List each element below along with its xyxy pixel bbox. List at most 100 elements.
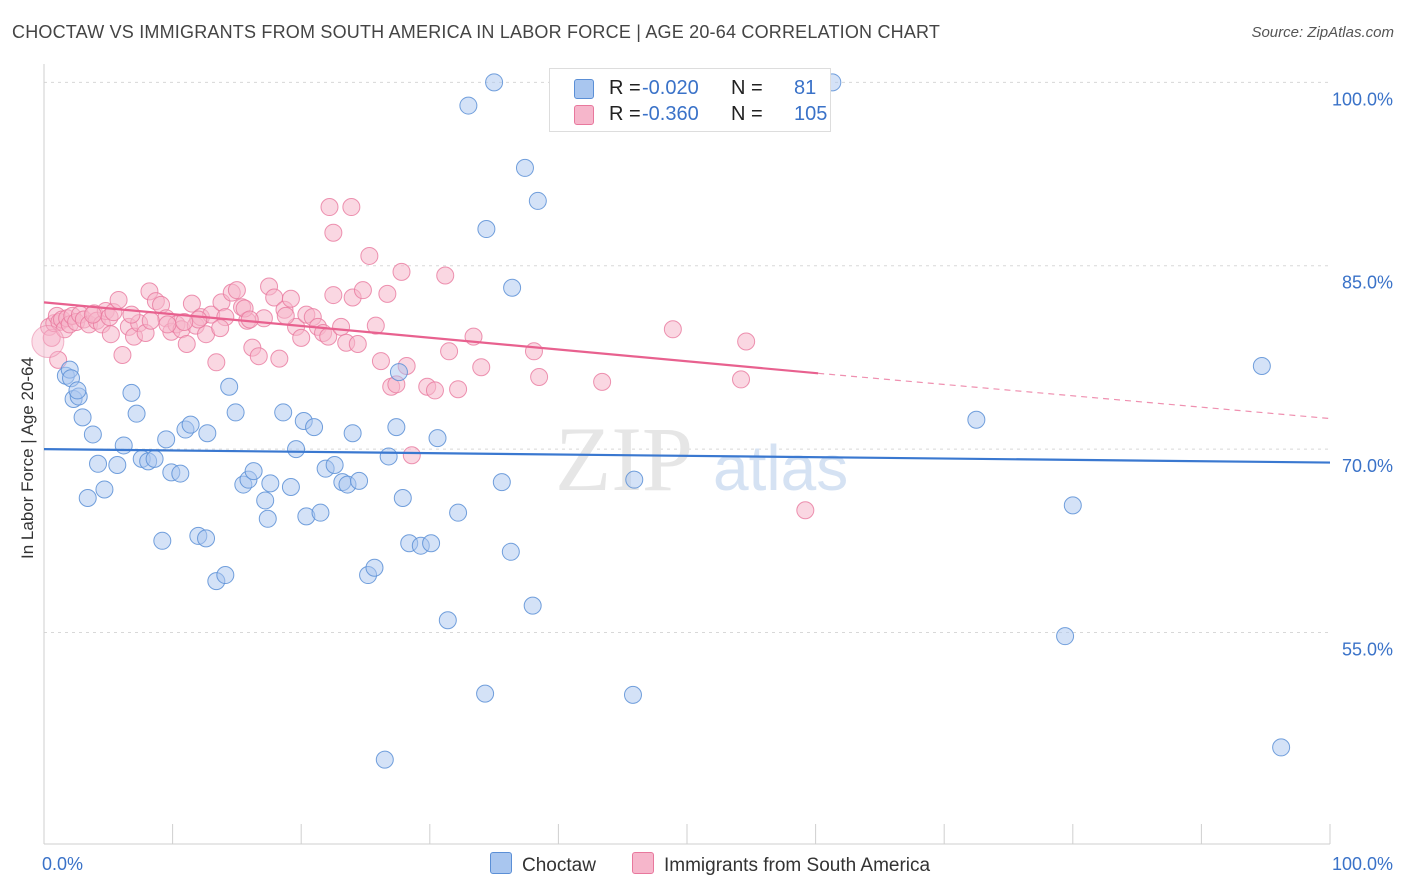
choctaw-point — [258, 509, 277, 528]
legend-r-value: -0.020 — [642, 77, 699, 99]
choctaw-point — [157, 430, 176, 449]
legend-r-label: R = — [609, 103, 641, 125]
choctaw-point — [153, 531, 172, 550]
choctaw-point — [122, 383, 141, 402]
choctaw-point — [523, 596, 542, 615]
bottom-legend-label-choctaw: Choctaw — [522, 855, 596, 876]
y-tick-label: 85.0% — [1342, 273, 1393, 293]
choctaw-point — [476, 684, 495, 703]
choctaw-point — [181, 415, 200, 434]
immigrants-point — [324, 223, 343, 242]
choctaw-point — [83, 425, 102, 444]
choctaw-point — [375, 750, 394, 769]
choctaw-point — [449, 503, 468, 522]
y-tick-label: 70.0% — [1342, 456, 1393, 476]
choctaw-point — [198, 424, 217, 443]
choctaw-point — [171, 464, 190, 483]
legend-r-value: -0.360 — [642, 103, 699, 125]
choctaw-point — [127, 404, 146, 423]
choctaw-point — [145, 449, 164, 468]
legend-n-label: N = — [731, 77, 763, 99]
immigrants-point — [49, 350, 68, 369]
immigrants-point — [524, 342, 543, 361]
immigrants-point — [113, 345, 132, 364]
immigrants-trend-line — [818, 372, 1331, 420]
immigrants-point — [342, 198, 361, 217]
immigrants-point — [207, 353, 226, 372]
x-tick-label: 100.0% — [1332, 854, 1393, 874]
stats-legend: R = -0.020 N = 81 R = -0.360 N = 105 — [549, 68, 831, 132]
immigrants-point — [796, 501, 815, 520]
legend-n-value: 81 — [794, 77, 817, 99]
legend-n-value: 105 — [794, 103, 828, 125]
choctaw-point — [281, 478, 300, 497]
immigrants-point — [182, 294, 201, 313]
immigrants-point — [440, 342, 459, 361]
choctaw-point — [528, 191, 547, 210]
immigrants-trend-line — [43, 301, 819, 375]
x-tick-label: 0.0% — [42, 854, 83, 874]
choctaw-point — [287, 440, 306, 459]
choctaw-point — [244, 462, 263, 481]
trend-lines — [43, 301, 1331, 464]
immigrants-point — [449, 380, 468, 399]
immigrants-point — [109, 290, 128, 309]
immigrants-point — [175, 312, 194, 331]
choctaw-point — [1063, 496, 1082, 515]
immigrants-points — [31, 198, 815, 520]
choctaw-point — [428, 429, 447, 448]
choctaw-point — [108, 456, 127, 475]
immigrants-point — [472, 358, 491, 377]
choctaw-point — [73, 408, 92, 427]
choctaw-point — [305, 418, 324, 437]
immigrants-point — [366, 316, 385, 335]
watermark-atlas: atlas — [713, 432, 848, 504]
choctaw-point — [492, 473, 511, 492]
bottom-legend-immigrants: Immigrants from South America — [632, 852, 930, 876]
choctaw-point — [389, 363, 408, 382]
immigrants-point — [402, 446, 421, 465]
immigrants-point — [737, 332, 756, 351]
immigrants-point — [360, 246, 379, 265]
gridlines — [44, 81, 1330, 633]
choctaw-point — [477, 220, 496, 239]
choctaw-point — [379, 447, 398, 466]
choctaw-point — [261, 474, 280, 493]
immigrants-point — [392, 262, 411, 281]
legend-n-label: N = — [731, 103, 763, 125]
choctaw-point — [1272, 738, 1291, 757]
choctaw-point — [393, 489, 412, 508]
legend-swatch-immigrants — [574, 105, 594, 125]
immigrants-point — [378, 284, 397, 303]
immigrants-point — [101, 325, 120, 344]
legend-swatch-choctaw — [574, 79, 594, 99]
choctaw-point — [422, 534, 441, 553]
immigrants-point — [353, 281, 372, 300]
choctaw-point — [350, 471, 369, 490]
choctaw-point — [226, 403, 245, 422]
immigrants-point — [240, 310, 259, 329]
choctaw-point — [311, 503, 330, 522]
choctaw-point — [387, 418, 406, 437]
choctaw-point — [197, 529, 216, 548]
choctaw-point — [256, 491, 275, 510]
immigrants-point — [211, 319, 230, 338]
choctaw-point — [78, 489, 97, 508]
immigrants-point — [227, 281, 246, 300]
immigrants-point — [348, 334, 367, 353]
source-label: Source: ZipAtlas.com — [1251, 24, 1394, 41]
immigrants-point — [158, 315, 177, 334]
choctaw-point — [501, 542, 520, 561]
y-tick-label: 55.0% — [1342, 640, 1393, 660]
choctaw-point — [95, 480, 114, 499]
choctaw-point — [89, 454, 108, 473]
bottom-legend-swatch-immigrants — [632, 852, 654, 874]
choctaw-point — [365, 558, 384, 577]
choctaw-point — [503, 278, 522, 297]
y-tick-label: 100.0% — [1332, 89, 1393, 109]
immigrants-point — [332, 317, 351, 336]
y-axis-label: In Labor Force | Age 20-64 — [18, 357, 37, 559]
choctaw-point — [1056, 627, 1075, 646]
immigrants-point — [371, 352, 390, 371]
